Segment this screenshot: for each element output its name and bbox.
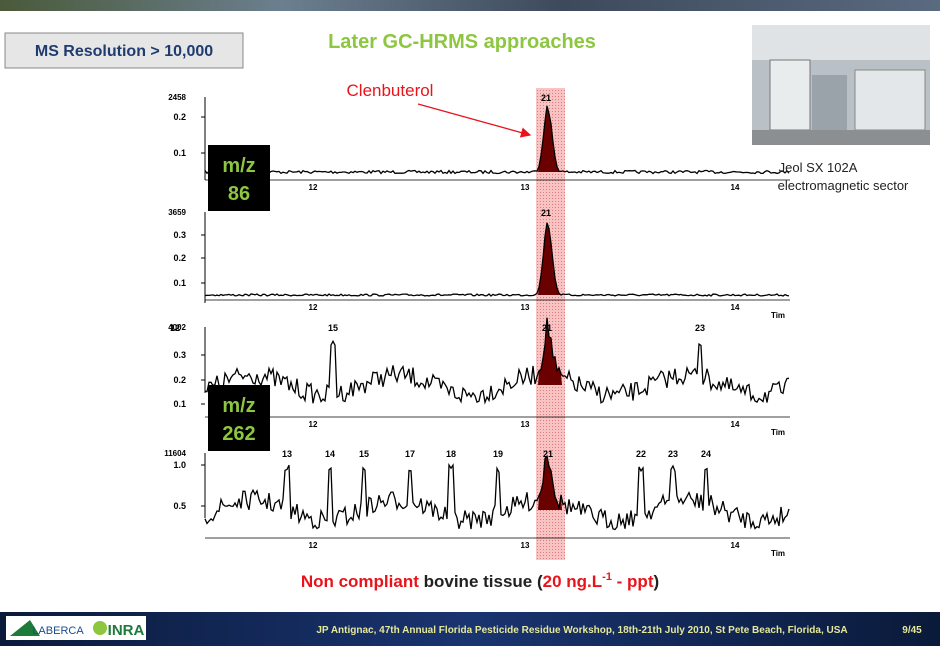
y-tick-label: 0.2: [173, 253, 186, 263]
page-number: 9/45: [902, 625, 922, 636]
x-tick-label: 14: [731, 303, 740, 312]
x-tick-label: 14: [731, 541, 740, 550]
mz-label: m/z: [222, 155, 255, 177]
trace-max: 11604: [164, 449, 186, 458]
mz-box: [208, 385, 270, 451]
signal-trace: [204, 105, 790, 175]
signal-trace: [204, 454, 790, 531]
x-tick-label: Tim: [771, 549, 785, 558]
peak-fill: [538, 456, 562, 510]
trace-max: 2458: [168, 93, 186, 102]
caption-part: - ppt: [612, 572, 654, 591]
y-tick-label: 0.1: [173, 278, 186, 288]
peak-label: 22: [636, 449, 646, 459]
x-tick-label: 13: [521, 420, 530, 429]
x-tick-label: 13: [521, 541, 530, 550]
peak-label: 19: [493, 449, 503, 459]
x-tick-label: 14: [731, 183, 740, 192]
y-tick-label: 0.3: [173, 350, 186, 360]
x-tick-label: 12: [309, 303, 318, 312]
header-box-text: MS Resolution > 10,000: [35, 43, 213, 60]
instrument-photo: [752, 25, 930, 145]
mz-box: [208, 145, 270, 211]
peak-label: 21: [541, 93, 551, 103]
annotation-arrow: [417, 103, 532, 138]
x-tick-label: 14: [731, 420, 740, 429]
y-tick-label: 0.5: [173, 501, 186, 511]
caption: Non compliant bovine tissue (20 ng.L-1 -…: [301, 571, 659, 591]
caption-part: bovine tissue (: [419, 572, 543, 591]
y-tick-label: 0.2: [173, 112, 186, 122]
x-tick-label: 13: [521, 183, 530, 192]
photo-caption: Jeol SX 102A: [779, 160, 858, 175]
peak-label: 23: [668, 449, 678, 459]
peak-fill: [538, 105, 562, 172]
annotation: Clenbuterol: [347, 81, 434, 100]
peak-label: 17: [405, 449, 415, 459]
peak-fill: [538, 222, 562, 295]
x-tick-label: 12: [309, 420, 318, 429]
x-tick-label: 13: [521, 303, 530, 312]
y-tick-label: 0.2: [173, 375, 186, 385]
top-banner: [0, 0, 940, 11]
caption-sup: -1: [602, 571, 612, 583]
footer-bar: [0, 612, 940, 646]
caption-part: Non compliant: [301, 572, 419, 591]
x-tick-label: 12: [309, 183, 318, 192]
y-tick-label: 0.1: [173, 148, 186, 158]
trace-max: 3659: [168, 208, 186, 217]
x-tick-label: Tim: [771, 311, 785, 320]
photo-caption: electromagnetic sector: [778, 178, 909, 193]
logo-icon: [10, 620, 40, 636]
footer-text: JP Antignac, 47th Annual Florida Pestici…: [316, 625, 847, 636]
peak-label: 15: [328, 323, 338, 333]
peak-label: 21: [541, 208, 551, 218]
mz-value: 86: [228, 183, 250, 205]
logo-text: LABERCA: [32, 625, 84, 637]
peak-label: 14: [325, 449, 335, 459]
peak-label: 15: [359, 449, 369, 459]
y-tick-label: 0.1: [173, 399, 186, 409]
logo-text: INRA: [108, 622, 145, 639]
signal-trace: [204, 317, 790, 405]
slide-title: Later GC-HRMS approaches: [328, 31, 596, 53]
y-tick-label: 1.0: [173, 460, 186, 470]
header-box: [4, 32, 244, 69]
peak-label: 24: [701, 449, 711, 459]
mz-label: m/z: [222, 395, 255, 417]
caption-part: ): [653, 572, 659, 591]
peak-label: 18: [446, 449, 456, 459]
peak-label: 21: [543, 449, 553, 459]
logo-icon: [93, 621, 107, 635]
peak-label: 13: [282, 449, 292, 459]
chromatograms: 2458 0.2 0.1 12 13 14 21 3659 0.3 0.2 0.1 12 13 14 Tim…: [164, 93, 790, 558]
signal-trace: [204, 222, 790, 297]
y-tick-label: 0.3: [173, 230, 186, 240]
peak-label: 23: [695, 323, 705, 333]
mz-value: 262: [222, 423, 255, 445]
caption-part: 20 ng.L: [543, 572, 603, 591]
peak-label: 12: [170, 323, 180, 333]
trace-max: 4002: [168, 323, 186, 332]
x-tick-label: Tim: [771, 428, 785, 437]
x-tick-label: 12: [309, 541, 318, 550]
